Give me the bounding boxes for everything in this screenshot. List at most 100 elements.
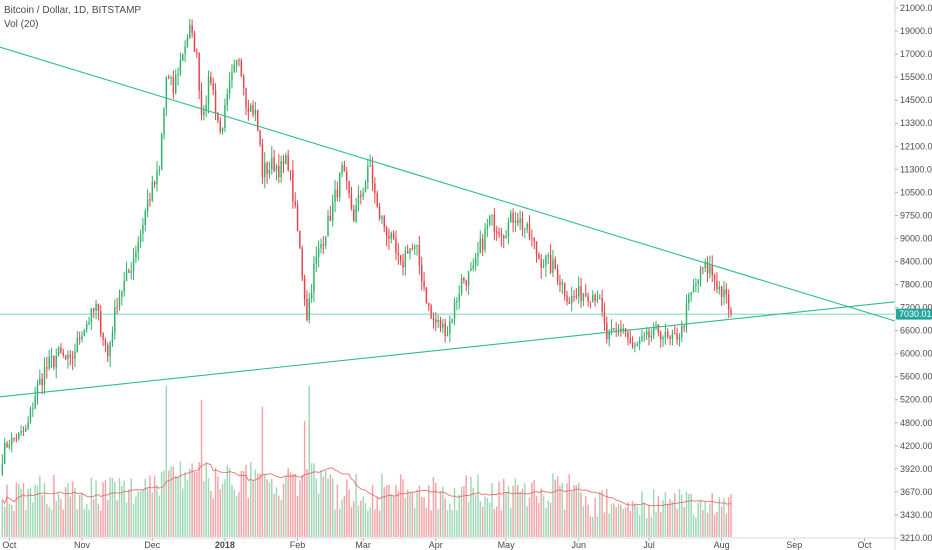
candle [357, 185, 360, 212]
candle-body [484, 228, 486, 250]
candle [182, 53, 184, 62]
candle-body [247, 107, 250, 112]
volume-bar [200, 399, 203, 537]
volume-bar [137, 491, 139, 537]
volume-bar [406, 489, 409, 537]
volume-bar [179, 461, 182, 537]
volume-bar [706, 512, 709, 537]
candle [444, 318, 446, 343]
candle-body [406, 250, 409, 254]
candle-body [690, 292, 692, 295]
candle-body [357, 194, 360, 206]
volume-bar [322, 476, 325, 537]
candle [725, 283, 728, 304]
candle-body [727, 294, 730, 310]
candle-body [388, 235, 390, 239]
volume-bar [132, 503, 135, 537]
candle-body [111, 332, 114, 343]
candle-body [575, 296, 578, 298]
volume-bar [610, 503, 613, 537]
candle-body [29, 408, 32, 422]
candle-body [692, 285, 695, 293]
candle-body [603, 311, 606, 324]
candle-body [165, 77, 168, 109]
candle-body [327, 215, 329, 237]
volume-bar [144, 478, 146, 537]
candle [62, 348, 64, 359]
volume-bar [191, 463, 193, 537]
candle-body [725, 289, 728, 295]
volume-bar [350, 507, 353, 537]
candle-body [219, 120, 221, 132]
volume-bar [205, 462, 207, 537]
candle [88, 316, 90, 326]
volume-bar [620, 504, 622, 537]
candle [592, 290, 594, 303]
volume-bar [64, 487, 67, 537]
candle [139, 229, 142, 248]
volume-bar [167, 470, 170, 537]
x-tick-label: Nov [74, 540, 91, 550]
descending-trendline[interactable] [0, 46, 896, 322]
volume-bar [242, 470, 245, 537]
candle-body [641, 336, 643, 341]
volume-bar [418, 485, 421, 537]
candle [683, 324, 685, 332]
volume-bar [125, 502, 128, 537]
candle-body [123, 280, 125, 292]
candle [235, 59, 238, 73]
candlesticks [1, 18, 732, 477]
candle-body [636, 344, 639, 346]
volume-bar [278, 495, 280, 537]
volume-bar [214, 467, 217, 537]
candle [69, 350, 72, 366]
y-tick-label: 4200.00 [900, 441, 932, 451]
candle-body [324, 236, 327, 246]
candle-body [524, 229, 526, 231]
candle [153, 180, 156, 189]
candle-body [648, 331, 650, 338]
candle [413, 244, 416, 256]
candle [125, 261, 128, 282]
candle [713, 273, 716, 291]
candle-body [573, 296, 575, 298]
candle [160, 132, 163, 171]
candle-body [589, 301, 592, 303]
candle [385, 225, 388, 247]
volume-bar [301, 474, 303, 537]
volume-bar [18, 483, 20, 537]
candle [364, 180, 367, 193]
volume-bar [336, 484, 339, 537]
volume-bar [388, 484, 390, 537]
candle-body [559, 281, 561, 285]
volume-bar [421, 496, 423, 537]
last-price-label: 7030.01 [899, 309, 932, 319]
candle-body [46, 367, 48, 369]
candle-body [683, 326, 685, 328]
candle [296, 200, 299, 232]
candle-body [85, 324, 88, 330]
candle-body [184, 46, 186, 54]
candle-body [282, 161, 285, 164]
candle-body [411, 248, 414, 250]
candle [158, 165, 161, 176]
candle [465, 279, 467, 292]
candle [587, 292, 589, 307]
candle-body [655, 324, 657, 327]
candle [383, 215, 385, 233]
candle [170, 75, 172, 86]
candle-body [205, 104, 207, 112]
volume-bar [254, 469, 257, 537]
candle [128, 268, 130, 273]
ascending-trendline[interactable] [0, 301, 896, 398]
volume-bar [723, 497, 725, 537]
candle [83, 328, 86, 337]
candle [57, 346, 60, 357]
volume-bar [381, 473, 383, 537]
candle [507, 217, 510, 245]
candle [585, 284, 587, 298]
volume-bar [528, 497, 531, 537]
volume-bar [95, 480, 97, 537]
trendlines[interactable] [0, 46, 896, 398]
